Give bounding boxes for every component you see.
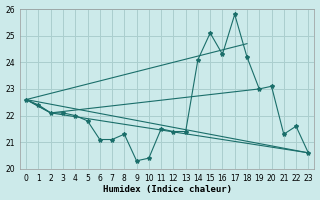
X-axis label: Humidex (Indice chaleur): Humidex (Indice chaleur) bbox=[103, 185, 232, 194]
